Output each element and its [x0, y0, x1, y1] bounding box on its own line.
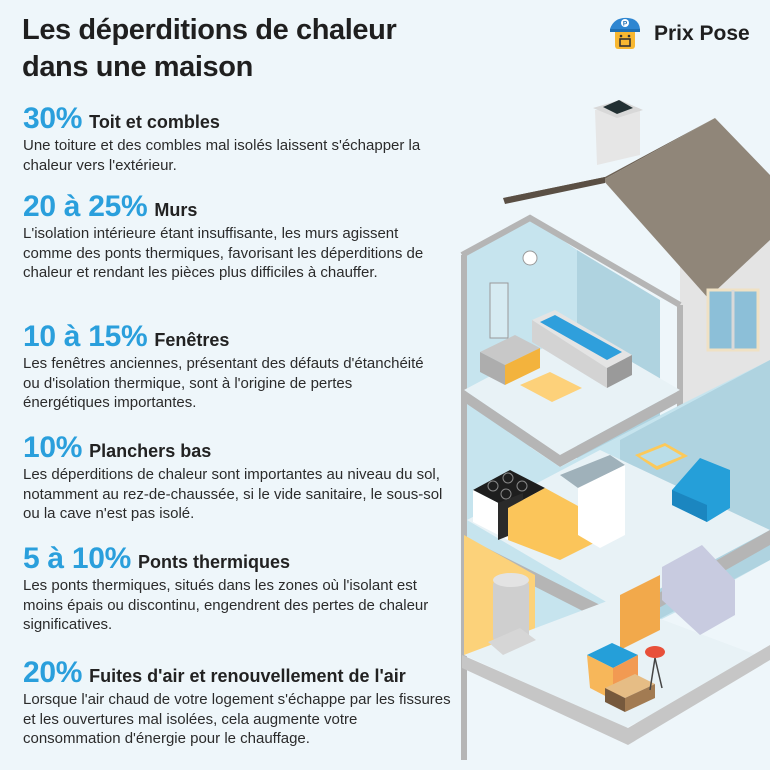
section-percent: 20 à 25% [23, 190, 148, 223]
section-label: Toit et combles [89, 112, 220, 132]
water-heater [493, 580, 529, 642]
title-line-2: dans une maison [22, 51, 253, 83]
kitchen-sink [560, 455, 625, 488]
mirror [489, 282, 509, 339]
storage-box [587, 643, 638, 668]
section-fuites-air: 20% Fuites d'air et renouvellement de l'… [23, 656, 453, 749]
section-label: Fuites d'air et renouvellement de l'air [89, 666, 406, 686]
section-description: Lorsque l'air chaud de votre logement s'… [23, 691, 451, 747]
section-label: Fenêtres [154, 330, 230, 350]
mascot-cap-icon: P [610, 17, 640, 49]
section-description: Une toiture et des combles mal isolés la… [23, 137, 421, 174]
bath-mat [520, 372, 582, 402]
section-description: Les fenêtres anciennes, présentant des d… [23, 355, 424, 411]
brand-logo[interactable]: P Prix Pose [606, 15, 750, 53]
section-toit: 30% Toit et combles Une toiture et des c… [23, 102, 443, 175]
page-title: Les déperditions de chaleur dans une mai… [22, 12, 397, 86]
extractor-fan [522, 250, 538, 266]
house-cutaway-illustration [460, 100, 770, 760]
cooktop [473, 470, 545, 508]
section-murs: 20 à 25% Murs L'isolation intérieure éta… [23, 190, 443, 283]
section-percent: 10 à 15% [23, 320, 148, 353]
cellar-door [620, 575, 660, 650]
section-description: Les ponts thermiques, situés dans les zo… [23, 577, 429, 633]
section-percent: 20% [23, 656, 83, 689]
section-ponts-thermiques: 5 à 10% Ponts thermiques Les ponts therm… [23, 542, 443, 635]
brand-name: Prix Pose [654, 22, 750, 45]
section-planchers: 10% Planchers bas Les déperditions de ch… [23, 431, 443, 524]
section-percent: 5 à 10% [23, 542, 131, 575]
section-fenetres: 10 à 15% Fenêtres Les fenêtres anciennes… [23, 320, 443, 413]
section-label: Planchers bas [89, 441, 212, 461]
roof-side [603, 118, 770, 298]
section-description: L'isolation intérieure étant insuffisant… [23, 225, 424, 281]
stool [645, 646, 665, 658]
section-label: Murs [154, 200, 198, 220]
sink-cabinet [480, 335, 540, 365]
section-label: Ponts thermiques [137, 552, 291, 572]
section-percent: 30% [23, 102, 83, 135]
title-line-1: Les déperditions de chaleur [22, 14, 397, 46]
section-description: Les déperditions de chaleur sont importa… [23, 466, 443, 522]
kitchen-cabinets [508, 488, 600, 560]
svg-text:P: P [623, 21, 628, 28]
chimney [595, 110, 640, 165]
staircase [662, 545, 735, 635]
section-percent: 10% [23, 431, 83, 464]
